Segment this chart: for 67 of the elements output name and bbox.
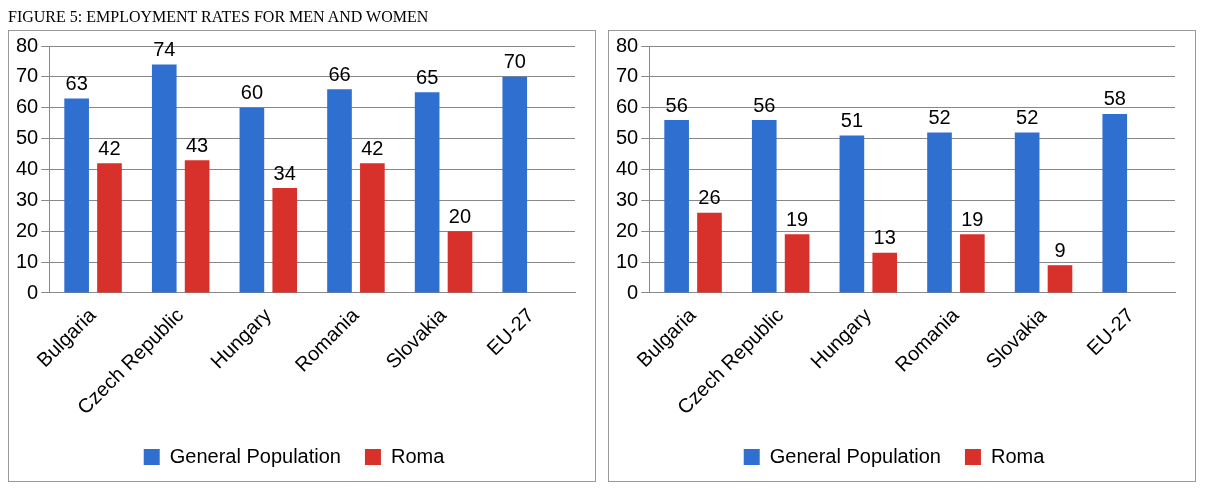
y-tick-label: 80: [616, 33, 639, 56]
data-label: 52: [1016, 105, 1039, 128]
bar: [784, 234, 810, 293]
bar: [1014, 132, 1040, 293]
y-tick-label: 30: [616, 187, 639, 210]
data-label: 26: [698, 186, 721, 209]
data-label: 70: [503, 50, 526, 73]
y-tick-label: 60: [16, 95, 39, 118]
y-tick-label: 80: [16, 33, 39, 56]
legend-label: Roma: [390, 444, 446, 467]
data-label: 9: [1054, 238, 1066, 261]
bar: [664, 120, 689, 293]
y-tick-label: 50: [616, 126, 639, 149]
data-label: 42: [361, 136, 384, 159]
y-tick-label: 70: [16, 64, 39, 87]
bar: [927, 132, 952, 293]
data-label: 56: [665, 93, 688, 116]
bar: [1102, 113, 1128, 293]
data-label: 74: [153, 38, 176, 61]
y-tick-label: 40: [616, 157, 639, 180]
y-tick-label: 0: [27, 280, 39, 303]
bar: [272, 188, 298, 293]
bar: [151, 64, 177, 293]
bar: [1047, 265, 1073, 293]
data-label: 56: [753, 93, 776, 116]
y-tick-label: 10: [616, 249, 639, 272]
y-tick-label: 40: [16, 157, 39, 180]
data-label: 20: [448, 204, 472, 227]
y-tick-label: 30: [16, 187, 39, 210]
y-tick-label: 20: [16, 218, 39, 241]
y-tick-label: 50: [16, 126, 39, 149]
data-label: 13: [873, 226, 896, 249]
bar: [839, 135, 865, 293]
bar: [447, 231, 473, 293]
data-label: 42: [98, 136, 121, 159]
legend-label: Roma: [990, 444, 1046, 467]
y-tick-label: 20: [616, 218, 639, 241]
data-label: 63: [65, 72, 88, 94]
data-label: 43: [185, 133, 209, 156]
data-label: 34: [273, 161, 296, 184]
data-label: 60: [240, 81, 264, 104]
y-tick-label: 60: [616, 95, 639, 118]
data-label: 52: [928, 105, 951, 128]
data-label: 65: [416, 65, 439, 88]
bar: [697, 212, 722, 293]
bar: [184, 160, 210, 293]
bar: [327, 89, 352, 293]
bar: [414, 92, 440, 293]
data-label: 19: [961, 207, 984, 230]
legend-label: General Population: [169, 444, 341, 467]
chart-title: FIGURE 5: EMPLOYMENT RATES FOR MEN AND WOMEN: [8, 8, 430, 27]
data-label: 51: [840, 109, 864, 132]
data-label: 58: [1103, 87, 1126, 110]
bar: [960, 234, 985, 293]
data-label: 66: [328, 62, 351, 85]
bar: [360, 163, 385, 293]
legend-label: General Population: [769, 444, 941, 467]
bar: [751, 120, 777, 293]
y-tick-label: 0: [627, 280, 639, 303]
data-label: 19: [785, 207, 809, 230]
bar: [64, 98, 89, 293]
bar: [97, 163, 122, 293]
bar: [872, 252, 898, 293]
bar: [502, 76, 528, 293]
bar: [239, 107, 265, 293]
y-tick-label: 70: [616, 64, 639, 87]
y-tick-label: 10: [16, 249, 39, 272]
